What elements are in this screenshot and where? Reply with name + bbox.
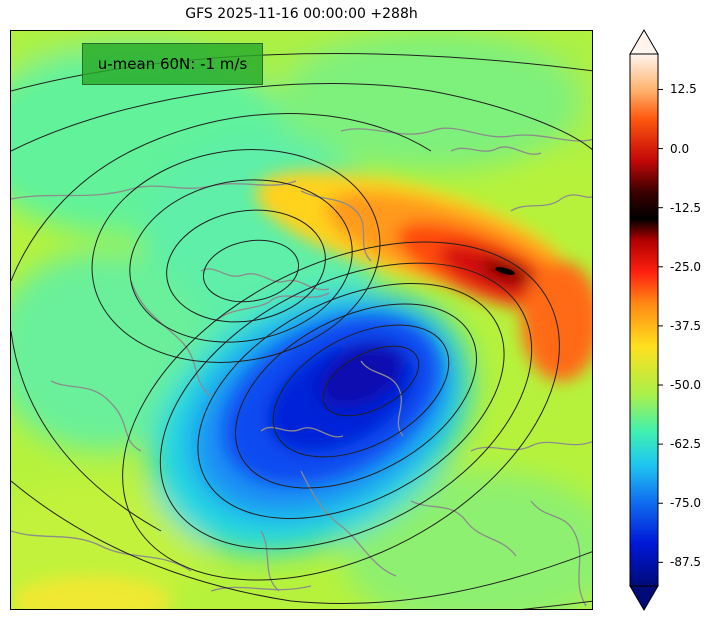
colorbar-tick-label: -75.0 xyxy=(670,496,702,511)
colorbar-tick-label: 12.5 xyxy=(670,82,697,97)
colorbar-tick-label: -25.0 xyxy=(670,259,702,274)
colorbar xyxy=(629,29,663,611)
colorbar-tick-label: -12.5 xyxy=(670,200,702,215)
colorbar-tick-label: -62.5 xyxy=(670,437,702,452)
height-contours xyxy=(11,53,592,609)
umean-annotation: u-mean 60N: -1 m/s xyxy=(82,43,263,85)
temperature-field xyxy=(11,31,592,609)
figure-title: GFS 2025-11-16 00:00:00 +288h xyxy=(185,6,418,22)
map-panel: u-mean 60N: -1 m/s xyxy=(10,30,593,610)
colorbar-tick-label: -50.0 xyxy=(670,378,702,393)
colorbar-tick-label: -37.5 xyxy=(670,318,702,333)
colorbar-tick-label: 0.0 xyxy=(670,141,690,156)
colorbar-tick-label: -87.5 xyxy=(670,555,702,570)
